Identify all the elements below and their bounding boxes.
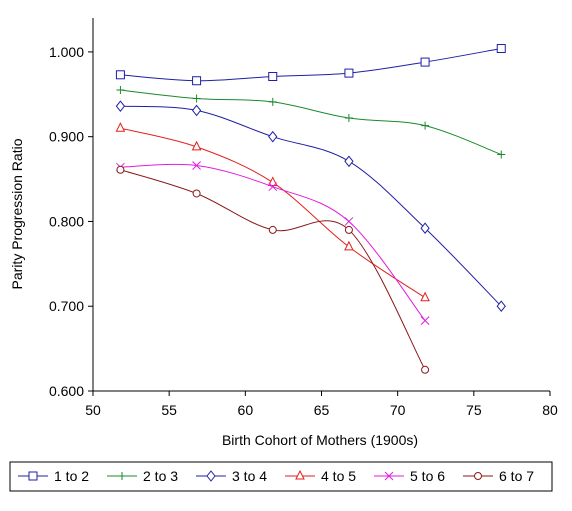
- data-point-diamond: [268, 130, 278, 143]
- data-point-plus: [421, 121, 430, 130]
- data-point-triangle: [115, 122, 126, 132]
- data-point-x: [420, 316, 430, 325]
- series-line: [120, 163, 426, 321]
- x-tick-label: 50: [85, 402, 101, 418]
- data-point-x: [268, 182, 278, 192]
- legend-entry: 4 to 5: [285, 468, 356, 484]
- data-point-plus: [192, 94, 201, 103]
- data-point-diamond: [344, 155, 354, 168]
- series-6-to-7: [116, 165, 430, 374]
- data-point-diamond: [420, 222, 430, 235]
- legend-entry: 2 to 3: [107, 468, 178, 484]
- plot-area: [115, 44, 506, 374]
- legend: 1 to 2 2 to 3 3 to 4 4 to 5 5 to 6 6 to 7: [9, 461, 553, 492]
- x-tick-label: 75: [466, 402, 482, 418]
- data-point-diamond: [191, 104, 202, 117]
- y-tick-label: 0.900: [49, 129, 84, 145]
- series-line: [120, 127, 426, 299]
- legend-border: [9, 461, 553, 492]
- legend-label: 6 to 7: [499, 468, 534, 484]
- series-line: [120, 48, 502, 82]
- data-point-x: [192, 161, 201, 170]
- data-point-square: [344, 68, 354, 78]
- series-line: [120, 105, 502, 307]
- data-point-circle: [474, 472, 482, 480]
- data-point-triangle: [295, 469, 305, 480]
- x-tick-label: 60: [238, 402, 254, 418]
- data-point-diamond: [496, 300, 506, 313]
- series-2-to-3: [116, 86, 506, 159]
- x-tick-label: 80: [542, 402, 558, 418]
- axes: 0.600 0.700 0.800 0.900 1.000 50 55 60 65 70 75 80: [49, 18, 558, 418]
- data-point-triangle: [344, 240, 354, 251]
- legend-label: 5 to 6: [410, 468, 445, 484]
- data-point-square: [28, 471, 38, 481]
- y-tick-label: 0.600: [49, 383, 84, 399]
- data-point-square: [496, 44, 506, 54]
- data-point-triangle: [420, 291, 430, 302]
- data-point-triangle: [267, 176, 278, 186]
- series-1-to-2: [115, 44, 506, 86]
- data-point-x: [384, 471, 394, 481]
- data-point-square: [192, 76, 202, 86]
- data-point-circle: [192, 189, 201, 198]
- series-line: [120, 169, 426, 371]
- legend-label: 3 to 4: [232, 468, 267, 484]
- data-point-circle: [116, 165, 125, 174]
- data-point-circle: [421, 365, 430, 374]
- data-point-plus: [268, 97, 277, 106]
- data-point-square: [115, 70, 125, 80]
- data-point-plus: [344, 114, 353, 123]
- data-point-circle: [344, 225, 353, 234]
- data-point-diamond: [115, 100, 126, 112]
- data-point-x: [344, 217, 354, 226]
- data-point-square: [268, 71, 278, 81]
- data-point-plus: [116, 86, 125, 95]
- y-tick-label: 0.700: [49, 298, 84, 314]
- series-4-to-5: [115, 122, 430, 302]
- data-point-square: [420, 57, 430, 67]
- data-point-plus: [118, 472, 126, 480]
- x-tick-label: 55: [161, 402, 177, 418]
- series-line: [120, 89, 502, 155]
- legend-label: 4 to 5: [321, 468, 356, 484]
- y-axis-title: Parity Progression Ratio: [9, 138, 25, 289]
- legend-entry: 6 to 7: [463, 468, 534, 484]
- data-point-triangle: [191, 140, 202, 151]
- y-tick-label: 1.000: [49, 44, 84, 60]
- data-point-circle: [268, 225, 277, 234]
- x-tick-label: 65: [314, 402, 330, 418]
- legend-entry: 5 to 6: [374, 468, 445, 484]
- series-3-to-4: [115, 100, 506, 313]
- y-tick-label: 0.800: [49, 213, 84, 229]
- legend-entry: 3 to 4: [196, 468, 267, 484]
- data-point-diamond: [206, 470, 216, 482]
- legend-label: 2 to 3: [143, 468, 178, 484]
- legend-label: 1 to 2: [54, 468, 89, 484]
- x-axis-title: Birth Cohort of Mothers (1900s): [222, 432, 418, 448]
- legend-entry: 1 to 2: [18, 468, 89, 484]
- data-point-plus: [497, 150, 506, 159]
- x-tick-label: 70: [390, 402, 406, 418]
- series-5-to-6: [116, 161, 430, 325]
